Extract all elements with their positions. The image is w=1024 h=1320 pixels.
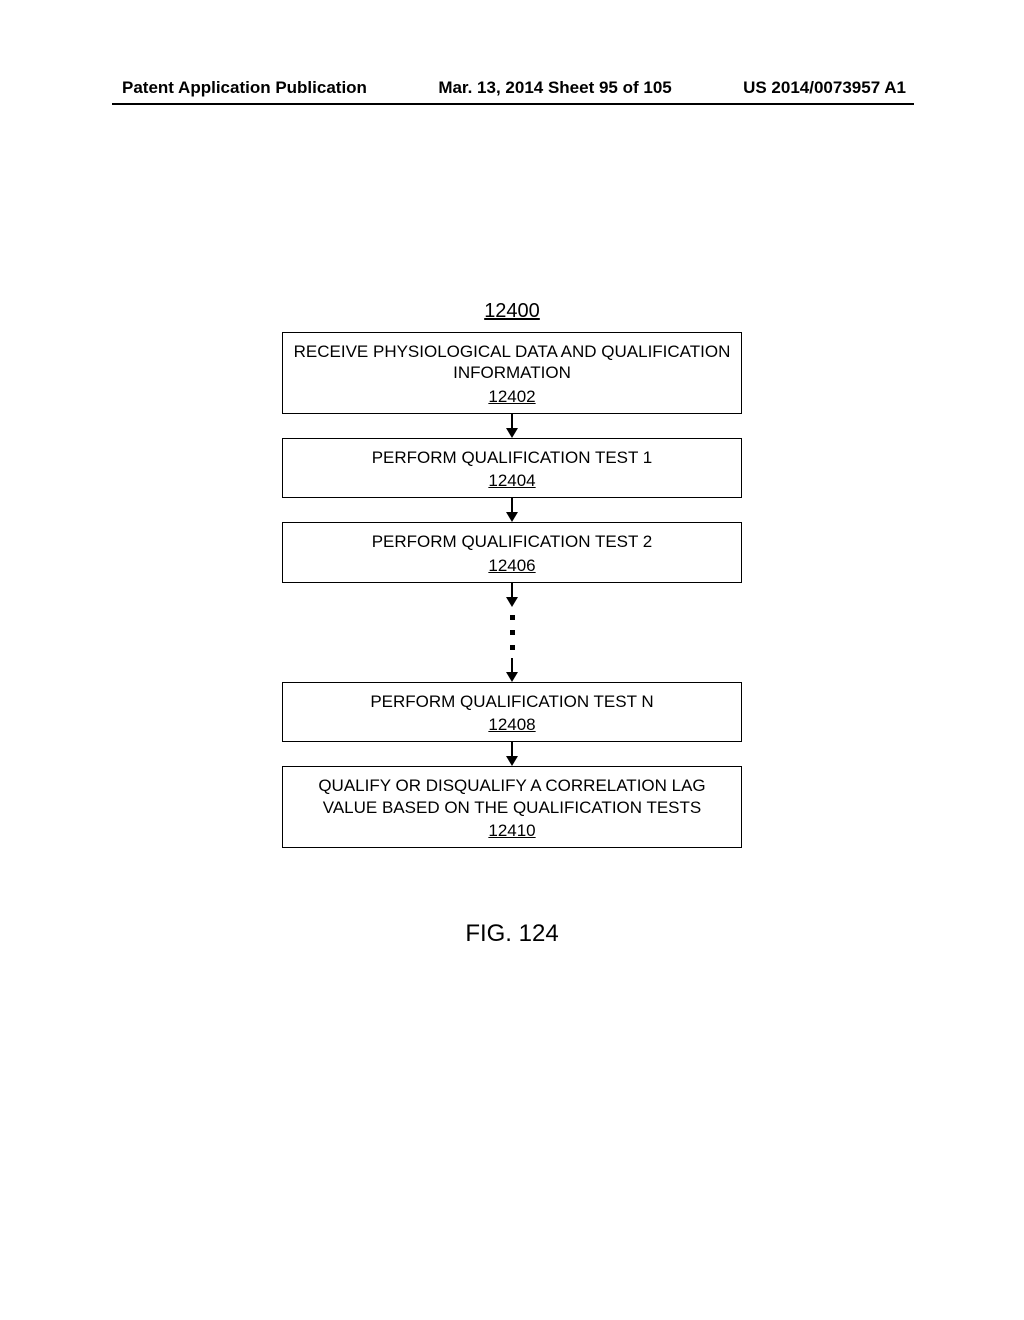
flow-box-3-text: PERFORM QUALIFICATION TEST 2 [372,532,653,551]
figure-caption: FIG. 124 [0,920,1024,948]
arrow-2 [282,498,742,522]
flow-box-5: QUALIFY OR DISQUALIFY A CORRELATION LAG … [282,766,742,848]
header-right: US 2014/0073957 A1 [743,78,906,98]
dot-icon [510,645,515,650]
flow-box-1: RECEIVE PHYSIOLOGICAL DATA AND QUALIFICA… [282,332,742,414]
flow-box-5-text: QUALIFY OR DISQUALIFY A CORRELATION LAG … [318,776,705,816]
header-rule [112,103,914,105]
dot-icon [510,630,515,635]
flow-box-2-text: PERFORM QUALIFICATION TEST 1 [372,448,653,467]
flow-box-1-ref: 12402 [293,386,731,407]
flow-box-3: PERFORM QUALIFICATION TEST 2 12406 [282,522,742,583]
flow-box-4-text: PERFORM QUALIFICATION TEST N [370,692,653,711]
ellipsis-dots [282,607,742,658]
arrow-3a [282,583,742,607]
header-center: Mar. 13, 2014 Sheet 95 of 105 [438,78,671,98]
arrow-1 [282,414,742,438]
flow-box-4-ref: 12408 [293,714,731,735]
flow-box-5-ref: 12410 [293,820,731,841]
arrow-4 [282,742,742,766]
dot-icon [510,615,515,620]
page-header: Patent Application Publication Mar. 13, … [0,78,1024,98]
arrow-3b [282,658,742,682]
figure-title-number: 12400 [0,300,1024,323]
flowchart: RECEIVE PHYSIOLOGICAL DATA AND QUALIFICA… [282,332,742,848]
flow-box-2: PERFORM QUALIFICATION TEST 1 12404 [282,438,742,499]
flow-box-1-text: RECEIVE PHYSIOLOGICAL DATA AND QUALIFICA… [294,342,731,382]
header-left: Patent Application Publication [122,78,367,98]
flow-box-2-ref: 12404 [293,470,731,491]
flow-box-3-ref: 12406 [293,555,731,576]
flow-box-4: PERFORM QUALIFICATION TEST N 12408 [282,682,742,743]
